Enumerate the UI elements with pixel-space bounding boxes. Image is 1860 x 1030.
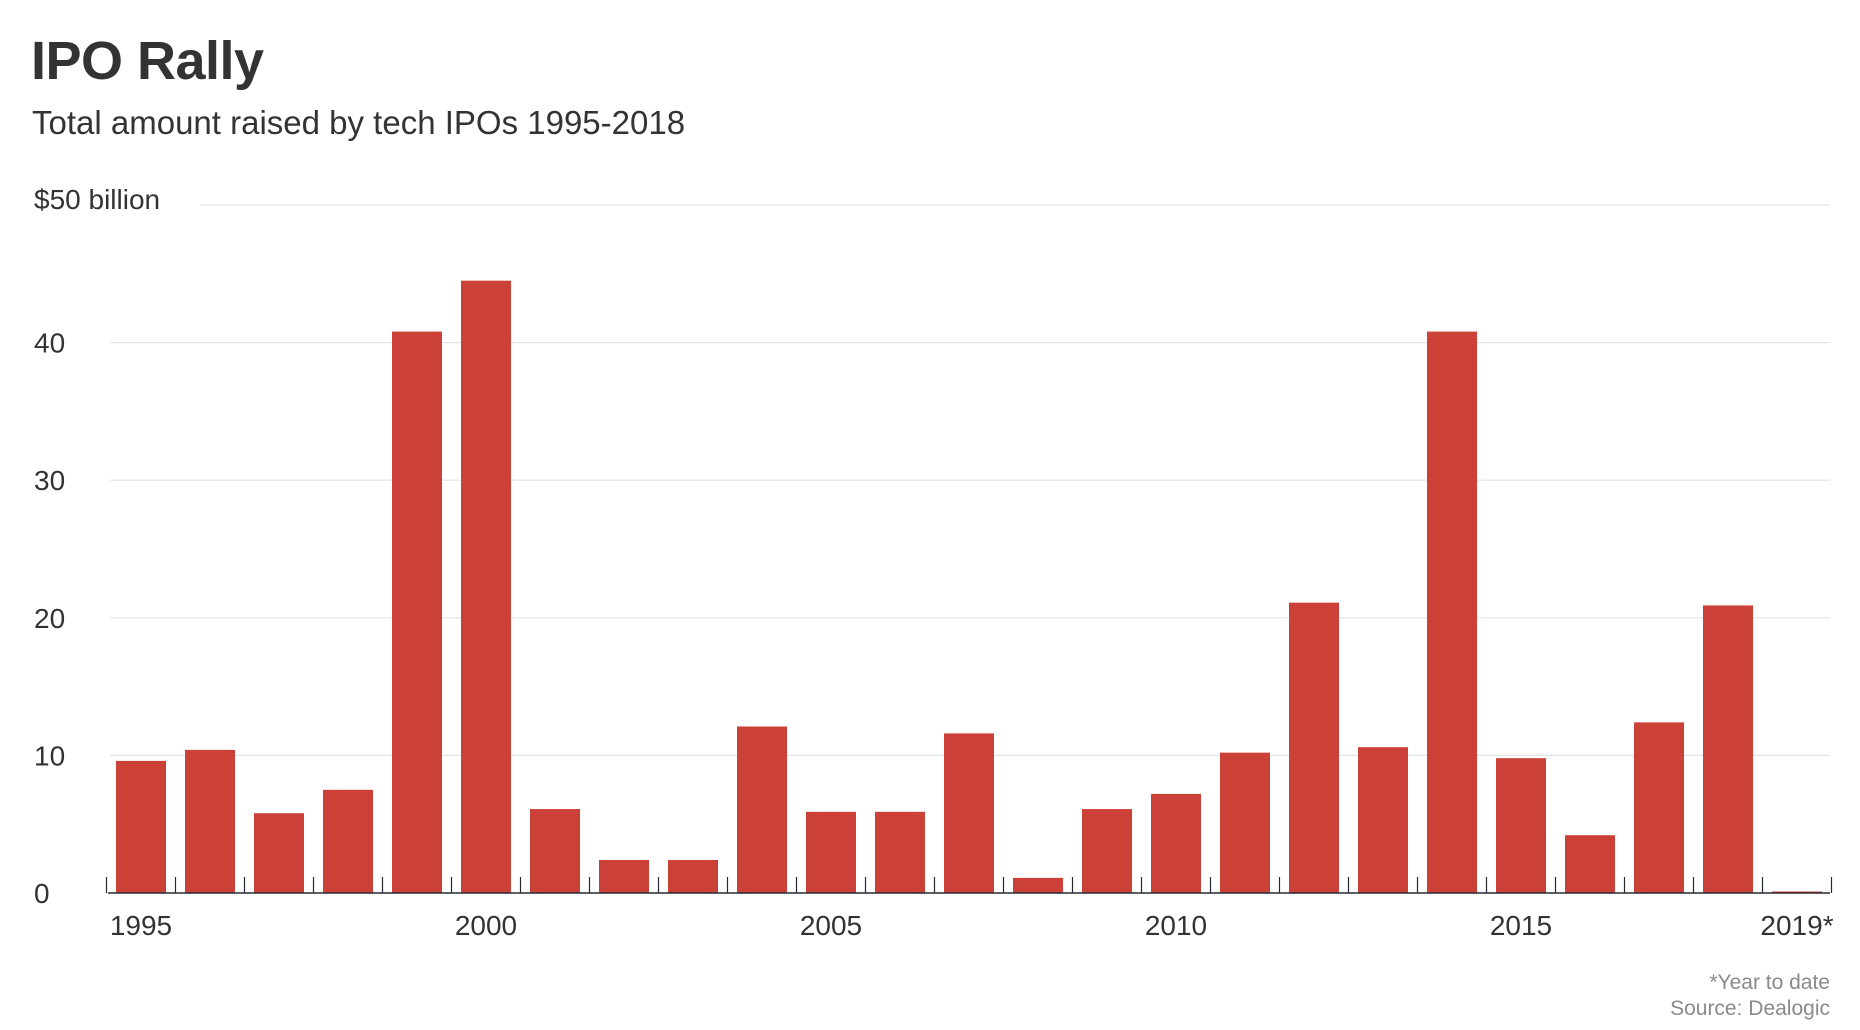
chart-subtitle: Total amount raised by tech IPOs 1995-20… [32, 104, 686, 141]
x-tick-label: 1995 [110, 910, 172, 941]
y-tick-label: 10 [34, 740, 65, 771]
bar-2018 [1703, 605, 1753, 893]
x-axis-tick-labels: 1995 2000 2005 2010 2015 2019* [110, 910, 1834, 941]
bar-2005 [806, 811, 856, 893]
bar-2008 [1013, 877, 1063, 893]
x-tick-label: 2000 [455, 910, 517, 941]
x-tick-label: 2005 [800, 910, 862, 941]
bar-2004 [737, 726, 787, 893]
bar-2014 [1427, 331, 1477, 893]
x-tick-label: 2015 [1490, 910, 1552, 941]
y-tick-label: 30 [34, 465, 65, 496]
bar-2012 [1289, 602, 1339, 893]
bar-1996 [185, 749, 235, 893]
x-tick-label: 2019* [1760, 910, 1833, 941]
bar-2000 [461, 280, 511, 893]
bar-2010 [1151, 793, 1201, 893]
bar-2007 [944, 733, 994, 893]
bar-2006 [875, 811, 925, 893]
gridlines [110, 204, 1830, 757]
bar-2013 [1358, 747, 1408, 893]
y-tick-label: 0 [34, 878, 50, 909]
y-tick-label: 20 [34, 603, 65, 634]
y-tick-label: $50 billion [34, 184, 160, 215]
y-axis-tick-labels: 0 10 20 30 40 $50 billion [34, 184, 160, 909]
bar-2015 [1496, 758, 1546, 893]
y-tick-label: 40 [34, 328, 65, 359]
bar-1997 [254, 813, 304, 893]
bar-1999 [392, 331, 442, 893]
bar-2003 [668, 859, 718, 893]
bar-2002 [599, 859, 649, 893]
year-to-date-note: *Year to date [1709, 971, 1830, 994]
bar-2011 [1220, 752, 1270, 893]
bar-2017 [1634, 722, 1684, 893]
x-tick-label: 2010 [1145, 910, 1207, 941]
bar-2001 [530, 809, 580, 893]
source-credit: Source: Dealogic [1670, 997, 1830, 1020]
bar-1998 [323, 789, 373, 893]
bars [116, 280, 1822, 893]
bar-2009 [1082, 809, 1132, 893]
bar-1995 [116, 760, 166, 893]
bar-2016 [1565, 835, 1615, 893]
chart-title: IPO Rally [31, 31, 264, 91]
x-axis [105, 877, 1833, 894]
